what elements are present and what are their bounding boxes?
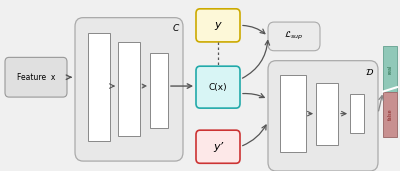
Text: y’: y’	[213, 142, 223, 152]
Bar	[150, 53, 168, 128]
FancyBboxPatch shape	[196, 130, 240, 163]
Bar	[350, 94, 364, 134]
Text: C: C	[173, 24, 179, 33]
Text: $\mathcal{D}$: $\mathcal{D}$	[365, 67, 374, 77]
Text: Feature  x: Feature x	[17, 73, 55, 82]
FancyBboxPatch shape	[268, 22, 320, 51]
Text: $\mathcal{L}_{sup}$: $\mathcal{L}_{sup}$	[284, 30, 304, 42]
Bar	[280, 75, 306, 152]
Text: false: false	[388, 108, 392, 120]
FancyBboxPatch shape	[268, 61, 378, 171]
Bar	[118, 42, 140, 136]
FancyBboxPatch shape	[75, 18, 183, 161]
Bar	[88, 33, 110, 141]
Bar	[383, 46, 397, 91]
Bar	[383, 91, 397, 137]
Text: y: y	[215, 20, 221, 30]
Text: real: real	[388, 64, 392, 74]
Bar	[316, 83, 338, 144]
FancyBboxPatch shape	[196, 9, 240, 42]
Text: C(x): C(x)	[209, 83, 227, 92]
FancyBboxPatch shape	[5, 57, 67, 97]
FancyBboxPatch shape	[196, 66, 240, 108]
